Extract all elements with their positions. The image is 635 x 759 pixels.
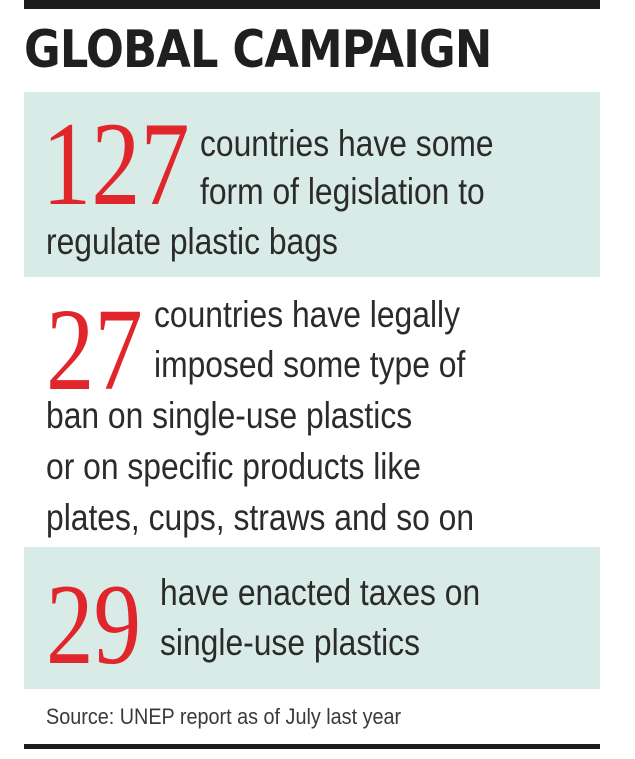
top-rule	[24, 0, 600, 9]
fact-2-line-5: plates, cups, straws and so on	[46, 497, 475, 538]
fact-2-number: 27	[46, 284, 143, 415]
fact-3-number: 29	[46, 561, 142, 689]
infographic: GLOBAL CAMPAIGN 127 countries have some …	[24, 0, 600, 752]
bottom-rule	[24, 744, 600, 749]
fact-1-line-1: countries have some	[200, 123, 494, 164]
fact-1-line-2: form of legislation to	[200, 171, 485, 212]
infographic-title: GLOBAL CAMPAIGN	[24, 20, 492, 80]
source-note: Source: UNEP report as of July last year	[46, 704, 402, 729]
fact-2-line-2: imposed some type of	[154, 344, 466, 385]
fact-panel-1: 127 countries have some form of legislat…	[24, 92, 600, 277]
fact-panel-3: 29 have enacted taxes on single-use plas…	[24, 547, 600, 689]
fact-2-line-3: ban on single-use plastics	[46, 395, 413, 436]
fact-2-line-4: or on specific products like	[46, 446, 421, 487]
fact-3-line-2: single-use plastics	[160, 622, 420, 663]
fact-2-line-1: countries have legally	[154, 294, 461, 335]
fact-1-number: 127	[42, 97, 190, 230]
fact-panel-2: 27 countries have legally imposed some t…	[24, 277, 600, 547]
fact-1-line-3: regulate plastic bags	[46, 221, 338, 262]
fact-3-line-1: have enacted taxes on	[160, 572, 481, 613]
